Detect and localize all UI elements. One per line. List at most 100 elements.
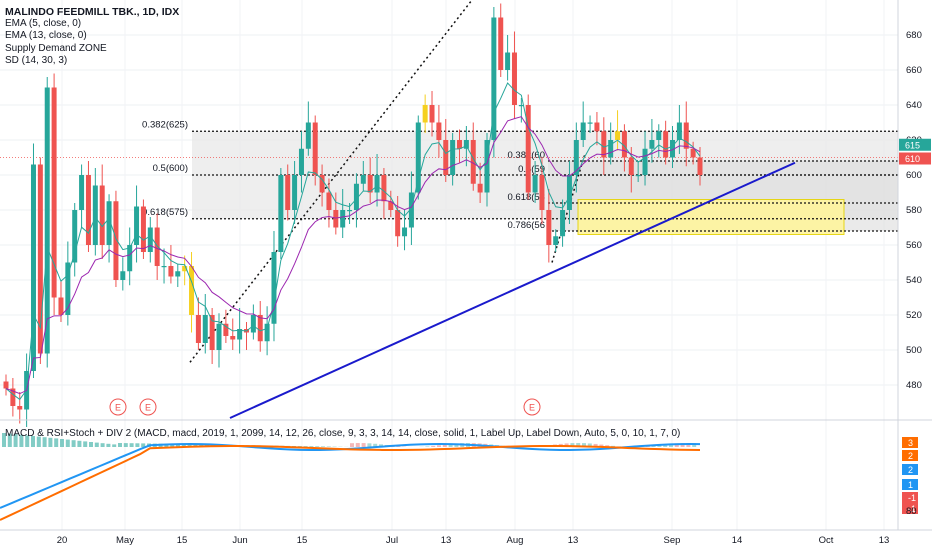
time-tick-label: 13 bbox=[441, 535, 452, 546]
candle bbox=[511, 52, 517, 105]
candle bbox=[670, 140, 676, 158]
fib-label-upper-0: 0.382(625) bbox=[142, 119, 188, 130]
blue-trendline bbox=[229, 161, 796, 419]
macd-histogram-bar bbox=[176, 444, 180, 447]
price-tag-bg bbox=[899, 138, 931, 151]
candle bbox=[381, 175, 387, 202]
price-tick-label: 680 bbox=[906, 30, 922, 41]
macd-histogram-bar bbox=[321, 446, 325, 447]
candle bbox=[539, 175, 545, 210]
macd-histogram-bar bbox=[25, 435, 30, 447]
ema-fast-line bbox=[5, 82, 701, 401]
candle bbox=[408, 192, 414, 228]
macd-histogram-bar bbox=[593, 443, 598, 447]
candle bbox=[175, 271, 181, 277]
candle bbox=[223, 323, 229, 336]
macd-histogram-bar bbox=[663, 444, 668, 447]
price-tag-1: 610 bbox=[905, 154, 920, 164]
candle bbox=[388, 201, 394, 210]
candle bbox=[573, 140, 579, 175]
macd-histogram-bar bbox=[437, 445, 441, 447]
macd-histogram-bar bbox=[367, 443, 372, 447]
macd-histogram-bar bbox=[651, 445, 656, 447]
macd-histogram-bar bbox=[582, 443, 586, 447]
candle bbox=[285, 175, 291, 210]
fib-label-upper-1: 0.5(600) bbox=[153, 163, 188, 174]
candle bbox=[305, 122, 311, 149]
candle bbox=[312, 122, 318, 175]
candle bbox=[195, 315, 201, 343]
macd-histogram-bar bbox=[587, 443, 592, 447]
macd-histogram-bar bbox=[54, 438, 59, 447]
macd-histogram-bar bbox=[42, 437, 47, 447]
time-tick-label: 13 bbox=[568, 535, 579, 546]
macd-histogram-bar bbox=[448, 443, 453, 447]
macd-histogram-bar bbox=[315, 446, 320, 447]
price-tick-label: 600 bbox=[906, 170, 922, 181]
candle bbox=[44, 87, 50, 354]
signal-line bbox=[0, 445, 701, 521]
earnings-marker-2 bbox=[523, 398, 541, 416]
time-tick-label: May bbox=[116, 535, 134, 546]
macd-histogram-bar bbox=[83, 441, 88, 447]
macd-histogram-bar bbox=[379, 444, 383, 447]
macd-tag-bg bbox=[902, 437, 918, 448]
candle bbox=[79, 175, 85, 210]
candle bbox=[663, 131, 669, 158]
candle bbox=[140, 206, 146, 252]
candle bbox=[697, 157, 703, 175]
price-tick-label: 560 bbox=[906, 240, 922, 251]
time-tick-label: 15 bbox=[297, 535, 308, 546]
candle bbox=[635, 175, 641, 177]
candle bbox=[505, 52, 511, 70]
price-tick-label: 580 bbox=[906, 205, 922, 216]
candle bbox=[429, 105, 435, 123]
fib-label-lower-1: 0.5(59 bbox=[518, 164, 545, 175]
candle bbox=[525, 105, 531, 193]
macd-histogram-bar bbox=[71, 440, 76, 447]
price-tag-0: 615 bbox=[905, 140, 920, 150]
macd-histogram-bar bbox=[65, 439, 70, 447]
candle bbox=[601, 131, 607, 158]
macd-histogram-bar bbox=[309, 446, 314, 447]
candle bbox=[594, 122, 600, 132]
macd-histogram-bar bbox=[112, 444, 117, 447]
macd-histogram-bar bbox=[605, 445, 610, 447]
candle bbox=[134, 206, 140, 245]
candle bbox=[264, 323, 270, 342]
candle bbox=[560, 210, 566, 237]
macd-histogram-bar bbox=[669, 443, 673, 447]
time-tick-label: Jul bbox=[386, 535, 398, 546]
chart-legend: MALINDO FEEDMILL TBK., 1D, IDX EMA (5, c… bbox=[5, 6, 179, 67]
earnings-label-0: E bbox=[115, 403, 121, 413]
candle bbox=[649, 140, 655, 149]
candle bbox=[106, 201, 112, 245]
macd-histogram-bar bbox=[170, 443, 175, 447]
candle bbox=[3, 381, 9, 389]
macd-histogram-bar bbox=[118, 443, 122, 447]
candle bbox=[470, 140, 476, 184]
candle bbox=[51, 87, 57, 298]
macd-tag-bg bbox=[902, 450, 918, 461]
demand-zone bbox=[577, 199, 845, 235]
macd-tag-1: 2 bbox=[908, 451, 913, 461]
candle bbox=[374, 175, 380, 193]
candle bbox=[340, 210, 346, 228]
macd-tag-bg bbox=[902, 464, 918, 475]
macd-tag-bg bbox=[902, 503, 918, 514]
macd-tag-2: 2 bbox=[908, 465, 913, 475]
macd-tag-5: -1 bbox=[908, 504, 916, 514]
macd-tag-4: -1 bbox=[908, 493, 916, 503]
macd-histogram-bar bbox=[355, 443, 360, 447]
time-tick-label: Oct bbox=[819, 535, 834, 546]
candle bbox=[147, 227, 153, 252]
macd-histogram-bar bbox=[431, 445, 436, 447]
candle bbox=[415, 122, 421, 193]
candle bbox=[518, 105, 524, 107]
macd-histogram-bar bbox=[100, 443, 105, 447]
candle bbox=[237, 329, 243, 340]
candle bbox=[422, 105, 428, 123]
ema-slow-line bbox=[5, 116, 701, 395]
macd-histogram-bar bbox=[692, 443, 697, 447]
